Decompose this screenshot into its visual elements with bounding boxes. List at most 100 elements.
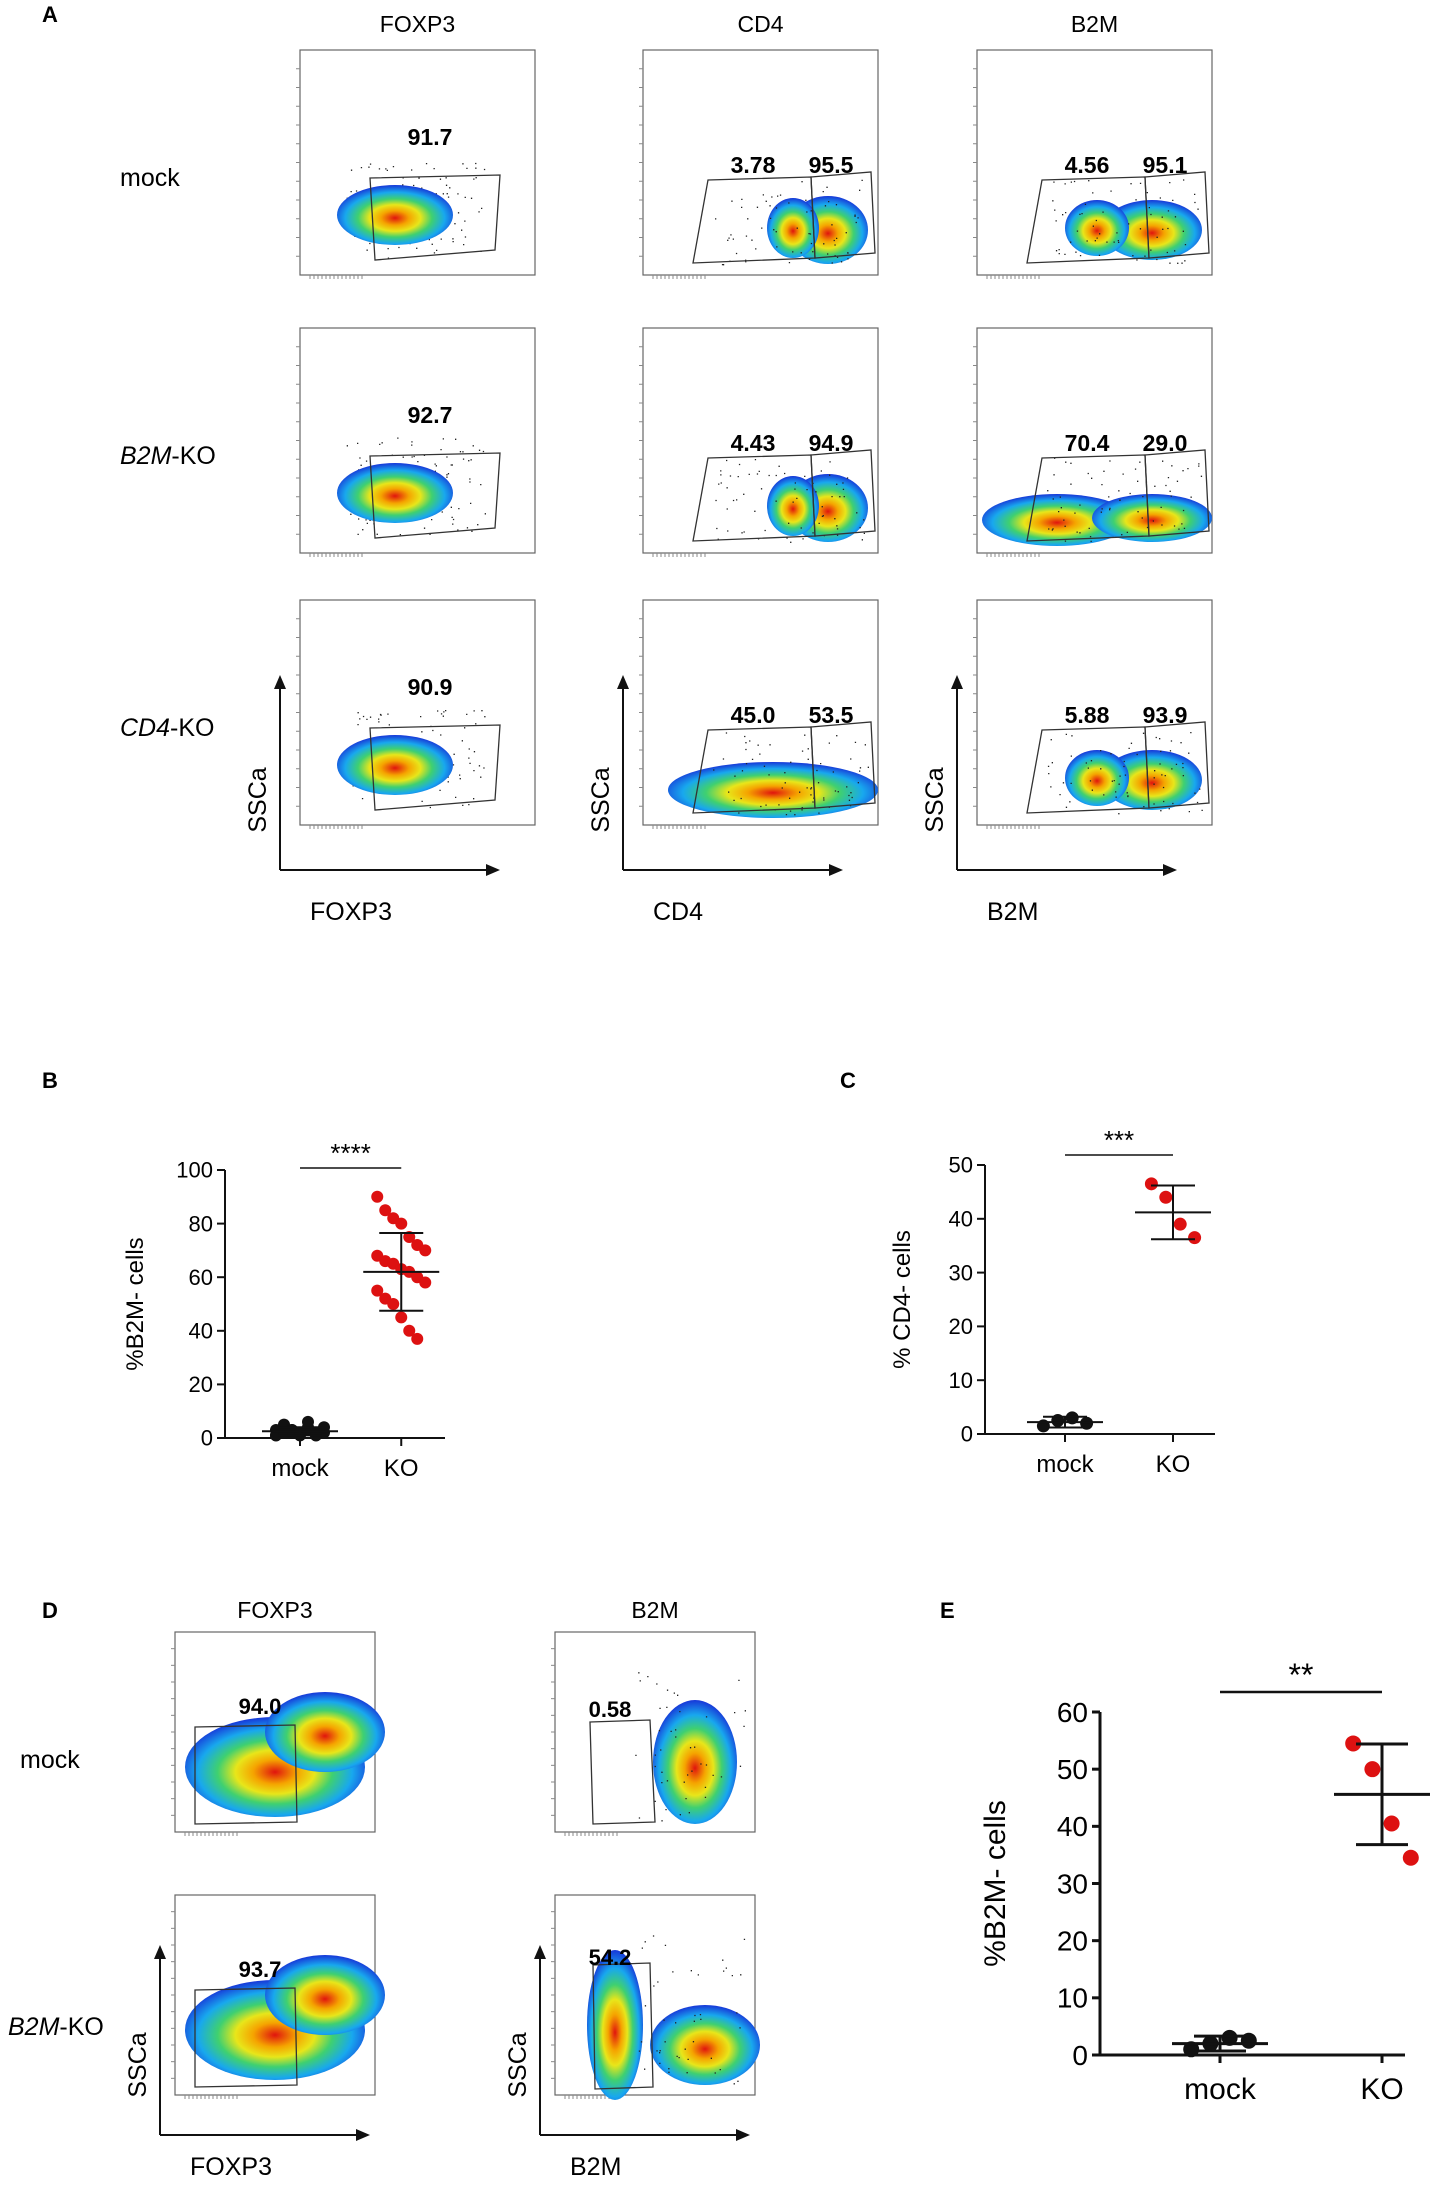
flow-plot-r2-c3-gate-right <box>1144 449 1210 537</box>
panel-e-y-tick-label: 40 <box>1057 1811 1088 1842</box>
flow-plot-r2-c2-gate-value-left: 4.43 <box>731 430 776 456</box>
panel-d-flow-plot-r2-c1-gate-value: 93.7 <box>239 1957 282 1982</box>
panel-d-axis-arrowhead-y <box>154 1945 166 1959</box>
flow-plot-r1-c3-gate-value-left: 4.56 <box>1065 152 1110 178</box>
panel-b-point-mock <box>318 1421 330 1434</box>
panel-d-x-axis-label-foxp3: FOXP3 <box>190 2153 272 2181</box>
panel-d-flow-plot-r2-c2-gate <box>592 1962 654 2090</box>
panel-e-x-tick-label-mock: mock <box>1184 2073 1257 2106</box>
panel-d-x-axis-label-b2m: B2M <box>570 2153 621 2181</box>
panel-d-flow-grid: FOXP3 B2M mock B2M-KO 94.0 0.58 93.7 54.2 FOXP3 S… <box>8 1597 760 2181</box>
panel-d-flow-plot-r2-c1-density <box>265 1955 385 2035</box>
panel-c-y-tick-label: 50 <box>949 1153 973 1178</box>
y-axis-label-ssca: SSCa <box>244 767 272 832</box>
panel-d-flow-plot-r2-c2-events <box>638 1935 746 2085</box>
column-header-cd4: CD4 <box>737 11 783 37</box>
panel-c-y-tick-label: 30 <box>949 1260 973 1285</box>
panel-d-column-header-foxp3: FOXP3 <box>237 1597 312 1623</box>
flow-plot-r3-c3-gate-value-left: 5.88 <box>1065 702 1110 728</box>
panel-c-y-tick-label: 40 <box>949 1207 973 1232</box>
column-header-b2m: B2M <box>1071 11 1118 37</box>
panel-b-point-ko <box>411 1332 424 1345</box>
panel-d-row-label: mock <box>20 1746 80 1774</box>
panel-b-x-tick-label-ko: KO <box>384 1455 419 1482</box>
panel-e-y-tick-label: 20 <box>1057 1925 1088 1956</box>
flow-plot-r1-c2-gate-value-right: 95.5 <box>809 152 854 178</box>
panel-e-y-axis-label: %B2M- cells <box>979 1800 1012 1967</box>
flow-plot-r2-c3-events <box>1047 457 1203 543</box>
panel-b-point-ko <box>387 1298 400 1310</box>
flow-plot-r3-c3-events <box>1047 731 1203 815</box>
axis-arrowhead-x <box>486 864 500 876</box>
flow-plot-r1-c1-gate-value: 91.7 <box>408 124 453 150</box>
panel-d-flow-plot-r2-c2-density <box>587 1950 643 2100</box>
panel-c-point-mock <box>1080 1416 1094 1430</box>
panel-b-point-ko <box>371 1190 384 1203</box>
panel-c-significance-stars: *** <box>1104 1125 1134 1155</box>
flow-plot-r3-c2-gate-value-left: 45.0 <box>731 702 776 728</box>
flow-plot-r3-c3-gate-value-right: 93.9 <box>1143 702 1188 728</box>
panel-b-point-ko <box>395 1311 408 1324</box>
flow-plot-r1-c3-gate-value-right: 95.1 <box>1143 152 1188 178</box>
flow-plot-r1-c2-gate-right <box>810 171 876 259</box>
flow-plot-r2-c3-density <box>982 494 1132 546</box>
flow-plot-r2-c1-gate-value: 92.7 <box>408 402 453 428</box>
panel-d-y-axis-label-ssca: SSCa <box>124 2032 152 2097</box>
x-axis-label-foxp3: FOXP3 <box>310 898 392 926</box>
panel-d-axis-arrowhead-x <box>736 2129 750 2141</box>
panel-a-flow-grid: FOXP3 CD4 B2M mock B2M-KO CD4-KO 91.7 3.78 95.5 4… <box>120 11 1213 926</box>
flow-plot-r1-c2-gate-value-left: 3.78 <box>731 152 776 178</box>
flow-plot-r1-c3-density <box>1065 200 1129 256</box>
axis-arrowhead-y <box>617 675 629 689</box>
panel-b-point-ko <box>379 1204 392 1217</box>
panel-b-y-tick-label: 80 <box>189 1211 213 1236</box>
flow-plot-r2-c2-density <box>767 476 819 536</box>
flow-plot-r1-c3-gate-right <box>1144 171 1210 259</box>
flow-plot-r3-c3-density <box>1065 750 1129 806</box>
axis-arrowhead-y <box>951 675 963 689</box>
panel-b-point-mock <box>302 1415 314 1428</box>
panel-d-flow-plot-r1-c1-density <box>265 1692 385 1772</box>
flow-plot-r1-c3-events <box>1052 179 1199 264</box>
panel-d-flow-plot-r2-c2-gate-value: 54.2 <box>589 1945 632 1970</box>
panel-b-point-ko <box>395 1217 408 1230</box>
panel-b-point-ko <box>371 1284 384 1297</box>
panel-d-flow-plot-r1-c2-events <box>635 1672 746 1822</box>
panel-c-point-ko <box>1188 1231 1202 1245</box>
panel-e-point-mock <box>1221 2029 1238 2046</box>
panel-e-y-tick-label: 60 <box>1057 1697 1088 1728</box>
flow-plot-r2-c3-gate-value-left: 70.4 <box>1065 430 1110 456</box>
y-axis-label-ssca: SSCa <box>587 767 615 832</box>
panel-b-point-ko <box>403 1324 416 1337</box>
panel-d-column-header-b2m: B2M <box>631 1597 678 1623</box>
panel-letter-b: B <box>42 1068 58 1093</box>
panel-d-flow-plot-r1-c2-density <box>653 1700 737 1824</box>
panel-c-x-tick-label-ko: KO <box>1156 1451 1191 1478</box>
panel-letter-e: E <box>940 1598 955 1623</box>
panel-d-flow-plot-r1-c2-gate <box>589 1719 656 1825</box>
panel-b-y-axis-label: %B2M- cells <box>122 1237 149 1370</box>
panel-c-y-tick-label: 10 <box>949 1368 973 1393</box>
flow-plot-r2-c1-density <box>337 463 453 523</box>
panel-b-y-tick-label: 100 <box>176 1158 213 1183</box>
row-label: mock <box>120 164 180 192</box>
panel-d-y-axis-label-ssca: SSCa <box>504 2032 532 2097</box>
flow-plot-r2-c1-gate <box>369 452 501 539</box>
panel-c-point-ko <box>1173 1217 1187 1231</box>
panel-b-significance-stars: **** <box>330 1138 370 1168</box>
panel-d-flow-plot-r2-c2-density <box>650 2005 760 2085</box>
y-axis-label-ssca: SSCa <box>921 767 949 832</box>
panel-d-flow-plot-r1-c1-gate-value: 94.0 <box>239 1694 282 1719</box>
panel-b-y-tick-label: 40 <box>189 1319 213 1344</box>
panel-e-point-ko <box>1383 1815 1400 1832</box>
panel-e-point-ko <box>1402 1849 1419 1866</box>
flow-plot-r3-c2-events <box>713 732 869 816</box>
panel-e-significance-stars: ** <box>1289 1657 1314 1693</box>
panel-b-point-ko <box>403 1231 416 1243</box>
panel-e-y-tick-label: 10 <box>1057 1983 1088 2014</box>
panel-b-x-tick-label-mock: mock <box>271 1455 329 1482</box>
flow-plot-r2-c2-gate-value-right: 94.9 <box>809 430 854 456</box>
panel-e-y-tick-label: 30 <box>1057 1868 1088 1899</box>
panel-e-point-ko <box>1345 1735 1362 1752</box>
flow-plot-r3-c1-gate-value: 90.9 <box>408 674 453 700</box>
